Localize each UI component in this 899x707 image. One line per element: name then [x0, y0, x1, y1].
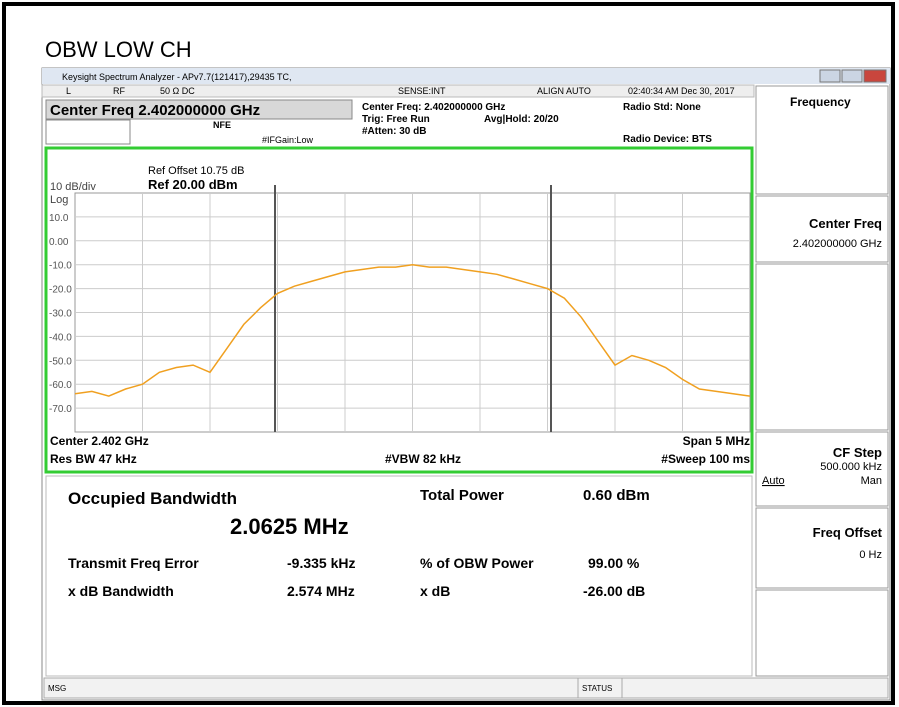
setting: Radio Device: BTS: [623, 134, 712, 145]
scale: 10 dB/div: [50, 181, 96, 193]
y-tick-label: 0.00: [49, 237, 69, 248]
setting: Center Freq: 2.402000000 GHz: [362, 102, 505, 113]
y-tick-label: 10.0: [49, 213, 69, 224]
status-item: 50 Ω DC: [160, 86, 195, 96]
result-value: 2.574 MHz: [287, 583, 355, 599]
softkey-value: 500.000 kHz: [820, 461, 882, 473]
page-title: OBW LOW CH: [45, 37, 192, 62]
res-bw: Res BW 47 kHz: [50, 452, 137, 466]
status-item: RF: [113, 86, 125, 96]
msg: MSG: [48, 684, 66, 693]
softkey-label: Freq Offset: [813, 525, 883, 540]
status-item: L: [66, 86, 71, 96]
result-label: x dB: [420, 583, 450, 599]
softkey[interactable]: [755, 195, 889, 263]
menu-title: Frequency: [790, 95, 851, 109]
y-tick-label: -20.0: [49, 285, 72, 296]
y-tick-label: -70.0: [49, 404, 72, 415]
y-tick-label: -10.0: [49, 261, 72, 272]
nfe: NFE: [213, 120, 231, 130]
scale-type: Log: [50, 194, 68, 206]
status-item: ALIGN AUTO: [537, 86, 591, 96]
y-tick-label: -60.0: [49, 380, 72, 391]
close[interactable]: [863, 69, 887, 83]
softkey-label: Center Freq: [809, 216, 882, 231]
status-item: SENSE:INT: [398, 86, 446, 96]
ref-offset: Ref Offset 10.75 dB: [148, 165, 244, 177]
result-label: Total Power: [420, 487, 504, 504]
result-value: -9.335 kHz: [287, 555, 355, 571]
setting: Avg|Hold: 20/20: [484, 114, 559, 125]
status: STATUS: [582, 684, 612, 693]
span: Span 5 MHz: [683, 434, 750, 448]
setting: Trig: Free Run: [362, 114, 430, 125]
result-value: -26.00 dB: [583, 583, 645, 599]
minimize[interactable]: [819, 69, 841, 83]
ifgain: #IFGain:Low: [262, 135, 314, 145]
result-label: Transmit Freq Error: [68, 555, 199, 571]
result-value: 2.0625 MHz: [230, 514, 349, 539]
ref-level: Ref 20.00 dBm: [148, 177, 238, 192]
softkey[interactable]: [755, 431, 889, 507]
setting: #Atten: 30 dB: [362, 126, 426, 137]
status-item: 02:40:34 AM Dec 30, 2017: [628, 86, 735, 96]
result-value: 99.00 %: [588, 555, 640, 571]
maximize[interactable]: [841, 69, 863, 83]
softkey-option: Man: [861, 475, 882, 487]
result-value: 0.60 dBm: [583, 487, 650, 504]
trace: [74, 263, 751, 397]
result-label: Occupied Bandwidth: [68, 489, 237, 508]
setting: Radio Std: None: [623, 102, 701, 113]
softkey-value: 2.402000000 GHz: [793, 238, 882, 250]
y-tick-label: -30.0: [49, 309, 72, 320]
y-tick-label: -40.0: [49, 332, 72, 343]
y-tick-label: -50.0: [49, 356, 72, 367]
window-title: Keysight Spectrum Analyzer - APv7.7(1214…: [62, 72, 291, 82]
vbw: #VBW 82 kHz: [385, 452, 461, 466]
active-function: Center Freq 2.402000000 GHz: [50, 102, 260, 119]
result-label: % of OBW Power: [420, 555, 534, 571]
result-label: x dB Bandwidth: [68, 583, 174, 599]
softkey-value: 0 Hz: [859, 549, 882, 561]
sweep: #Sweep 100 ms: [661, 452, 750, 466]
center-freq: Center 2.402 GHz: [50, 434, 149, 448]
softkey-option: Auto: [762, 475, 785, 487]
softkey[interactable]: [755, 507, 889, 589]
softkey-label: CF Step: [833, 445, 882, 460]
